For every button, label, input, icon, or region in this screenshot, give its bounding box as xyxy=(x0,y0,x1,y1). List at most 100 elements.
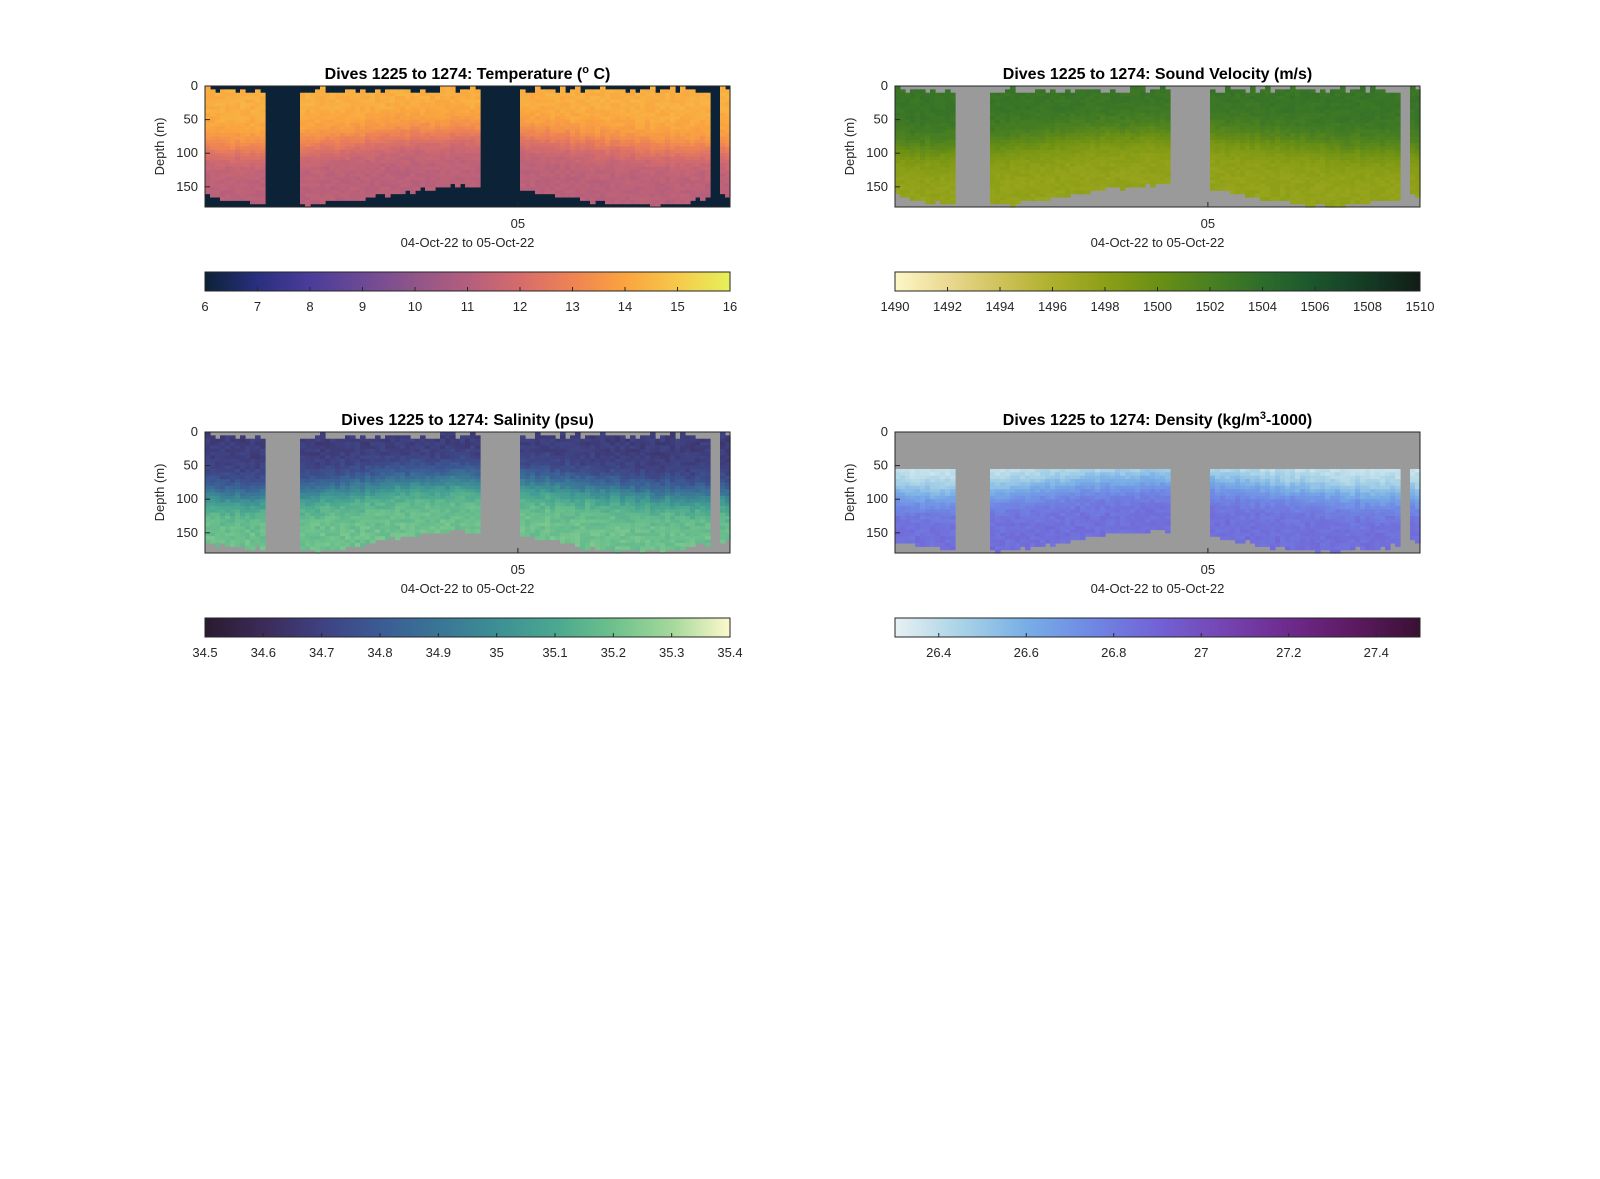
heatmap-cell xyxy=(915,170,921,174)
heatmap-cell xyxy=(1165,99,1171,104)
heatmap-cell xyxy=(560,92,566,97)
heatmap-cell xyxy=(540,99,546,104)
heatmap-cell xyxy=(575,159,581,164)
heatmap-cell xyxy=(930,159,936,164)
heatmap-cell xyxy=(405,183,411,188)
heatmap-cell xyxy=(660,156,666,161)
heatmap-cell xyxy=(1000,133,1006,138)
heatmap-cell xyxy=(585,159,591,164)
heatmap-cell xyxy=(595,186,601,191)
heatmap-cell xyxy=(625,149,631,154)
heatmap-cell xyxy=(1155,106,1161,111)
heatmap-cell xyxy=(605,106,611,111)
heatmap-cell xyxy=(430,112,436,117)
heatmap-cell xyxy=(1055,143,1061,148)
heatmap-cell xyxy=(630,163,636,168)
heatmap-cell xyxy=(375,119,381,124)
heatmap-cell xyxy=(1275,139,1281,144)
heatmap-cell xyxy=(425,143,431,148)
heatmap-cell xyxy=(1105,119,1111,124)
heatmap-cell xyxy=(1130,146,1136,151)
heatmap-cell xyxy=(545,116,551,121)
heatmap-cell xyxy=(525,133,531,138)
heatmap-cell xyxy=(235,112,241,117)
heatmap-cell xyxy=(590,196,596,201)
heatmap-cell xyxy=(1075,146,1081,151)
heatmap-cell xyxy=(535,173,541,178)
heatmap-cell xyxy=(250,112,256,117)
heatmap-cell xyxy=(220,92,226,97)
heatmap-cell xyxy=(205,96,211,101)
heatmap-cell xyxy=(1255,176,1261,181)
heatmap-cell xyxy=(400,106,406,111)
heatmap-cell xyxy=(1265,186,1271,191)
heatmap-cell xyxy=(1285,176,1291,181)
heatmap-cell xyxy=(530,176,536,181)
heatmap-cell xyxy=(1090,146,1096,151)
heatmap-cell xyxy=(1220,183,1226,188)
heatmap-cell xyxy=(1160,133,1166,138)
heatmap-cell xyxy=(1035,119,1041,124)
heatmap-cell xyxy=(1020,159,1026,164)
heatmap-cell xyxy=(1110,156,1116,161)
heatmap-cell xyxy=(305,203,311,208)
heatmap-cell xyxy=(400,89,406,94)
heatmap-cell xyxy=(540,186,546,191)
heatmap-cell xyxy=(520,149,526,154)
heatmap-cell xyxy=(1035,196,1041,201)
heatmap-cell xyxy=(350,153,356,158)
heatmap-cell xyxy=(1130,99,1136,104)
heatmap-cell xyxy=(695,106,701,111)
heatmap-cell xyxy=(475,156,481,161)
heatmap-cell xyxy=(1120,112,1126,117)
heatmap-cell xyxy=(450,156,456,161)
heatmap-cell xyxy=(900,149,906,154)
heatmap-cell xyxy=(400,129,406,134)
heatmap-cell xyxy=(260,139,266,144)
heatmap-cell xyxy=(360,112,366,117)
heatmap-cell xyxy=(1210,106,1216,111)
heatmap-cell xyxy=(640,186,646,191)
heatmap-cell xyxy=(1025,146,1031,151)
heatmap-cell xyxy=(385,99,391,104)
heatmap-cell xyxy=(625,122,631,127)
heatmap-cell xyxy=(415,146,421,151)
heatmap-cell xyxy=(1275,170,1281,174)
heatmap-cell xyxy=(1020,129,1026,134)
heatmap-cell xyxy=(350,183,356,188)
heatmap-cell xyxy=(1305,146,1311,151)
heatmap-cell xyxy=(900,146,906,151)
heatmap-cell xyxy=(255,146,261,151)
heatmap-cell xyxy=(475,146,481,151)
heatmap-cell xyxy=(905,153,911,158)
heatmap-cell xyxy=(1260,183,1266,188)
heatmap-cell xyxy=(1110,149,1116,154)
heatmap-cell xyxy=(320,122,326,127)
heatmap-cell xyxy=(320,106,326,111)
heatmap-cell xyxy=(650,183,656,188)
heatmap-cell xyxy=(520,143,526,148)
heatmap-cell xyxy=(525,129,531,134)
heatmap-cell xyxy=(250,126,256,131)
heatmap-cell xyxy=(585,173,591,178)
heatmap-cell xyxy=(420,96,426,101)
heatmap-cell xyxy=(1130,176,1136,181)
heatmap-cell xyxy=(585,119,591,124)
heatmap-cell xyxy=(570,116,576,121)
heatmap-cell xyxy=(360,109,366,114)
heatmap-cell xyxy=(695,166,701,171)
heatmap-cell xyxy=(1250,116,1256,121)
heatmap-cell xyxy=(330,119,336,124)
heatmap-cell xyxy=(1300,116,1306,121)
heatmap-cell xyxy=(205,133,211,138)
heatmap-cell xyxy=(225,129,231,134)
heatmap-cell xyxy=(1020,149,1026,154)
heatmap-cell xyxy=(670,186,676,191)
heatmap-cell xyxy=(240,143,246,148)
heatmap-cell xyxy=(410,149,416,154)
heatmap-cell xyxy=(640,196,646,201)
heatmap-cell xyxy=(1140,92,1146,97)
heatmap-cell xyxy=(695,129,701,134)
heatmap-cell xyxy=(470,149,476,154)
heatmap-cell xyxy=(470,99,476,104)
